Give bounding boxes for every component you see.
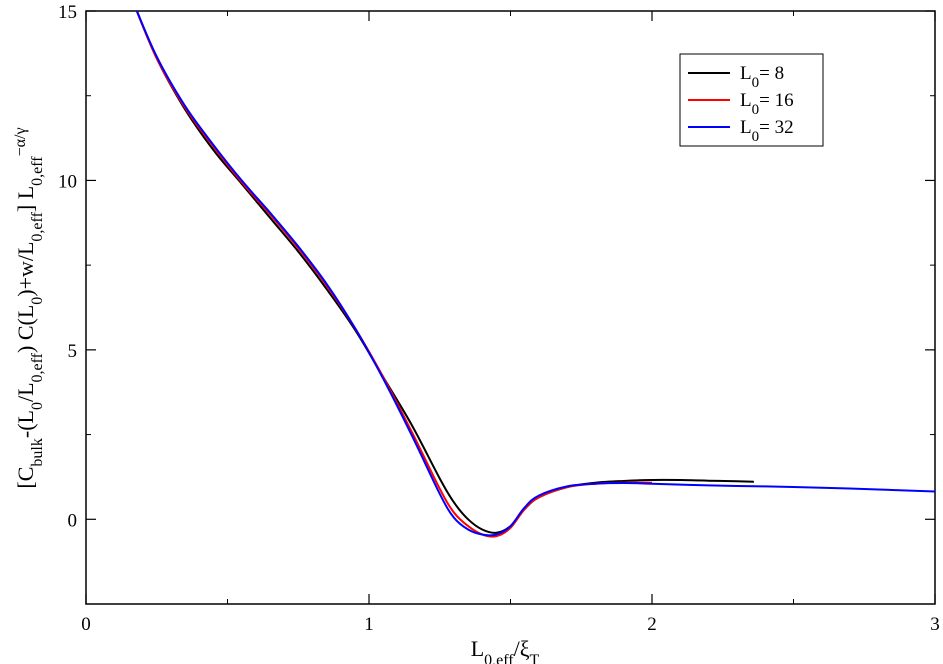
legend-label: L0= 32 (740, 117, 794, 145)
y-tick-label: 0 (68, 510, 78, 531)
x-tick-label: 2 (647, 614, 657, 635)
legend-label: L0= 16 (740, 90, 794, 118)
x-tick-label: 3 (930, 614, 940, 635)
series-group (135, 11, 935, 538)
y-tick-label: 10 (58, 171, 77, 192)
series-line-l0-8 (135, 11, 754, 534)
x-tick-label: 1 (364, 614, 374, 635)
y-axis-title: [Cbulk-(L0/L0,eff) C(L0)+w/L0,eff] L0,ef… (12, 127, 46, 488)
y-tick-label: 15 (58, 2, 77, 23)
x-tick-label: 0 (81, 614, 91, 635)
series-line-l0-32 (135, 11, 935, 537)
series-line-l0-16 (135, 11, 653, 538)
y-tick-label: 5 (68, 341, 78, 362)
legend-label: L0= 8 (740, 63, 784, 91)
x-axis-title: L0,eff/ξT (471, 636, 540, 664)
axis-ticks: 0 1 2 3 0 5 10 15 (58, 2, 940, 635)
